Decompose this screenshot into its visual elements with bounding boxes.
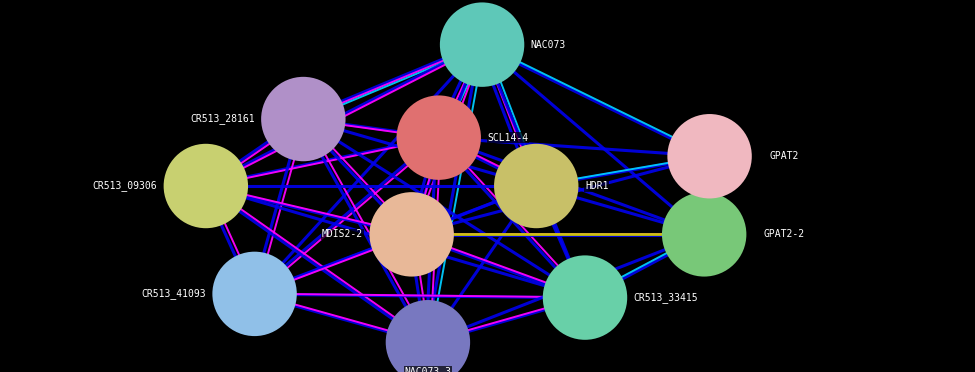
Ellipse shape xyxy=(165,145,247,227)
Ellipse shape xyxy=(669,115,751,198)
Ellipse shape xyxy=(544,256,626,339)
Text: GPAT2-2: GPAT2-2 xyxy=(763,230,805,239)
Text: GPAT2: GPAT2 xyxy=(769,151,799,161)
Ellipse shape xyxy=(214,253,295,335)
Text: CR513_33415: CR513_33415 xyxy=(634,292,698,303)
Ellipse shape xyxy=(387,301,469,372)
Text: SCL14-4: SCL14-4 xyxy=(488,133,528,142)
Ellipse shape xyxy=(398,96,480,179)
Text: NAC073-3: NAC073-3 xyxy=(405,367,451,372)
Text: CR513_28161: CR513_28161 xyxy=(190,113,254,125)
Ellipse shape xyxy=(262,78,344,160)
Ellipse shape xyxy=(663,193,745,276)
Text: CR513_09306: CR513_09306 xyxy=(93,180,157,192)
Ellipse shape xyxy=(370,193,452,276)
Text: MDIS2-2: MDIS2-2 xyxy=(322,230,363,239)
Text: NAC073: NAC073 xyxy=(530,40,566,49)
Text: CR513_41093: CR513_41093 xyxy=(141,288,206,299)
Ellipse shape xyxy=(495,145,577,227)
Ellipse shape xyxy=(441,3,524,86)
Text: HDR1: HDR1 xyxy=(585,181,608,191)
